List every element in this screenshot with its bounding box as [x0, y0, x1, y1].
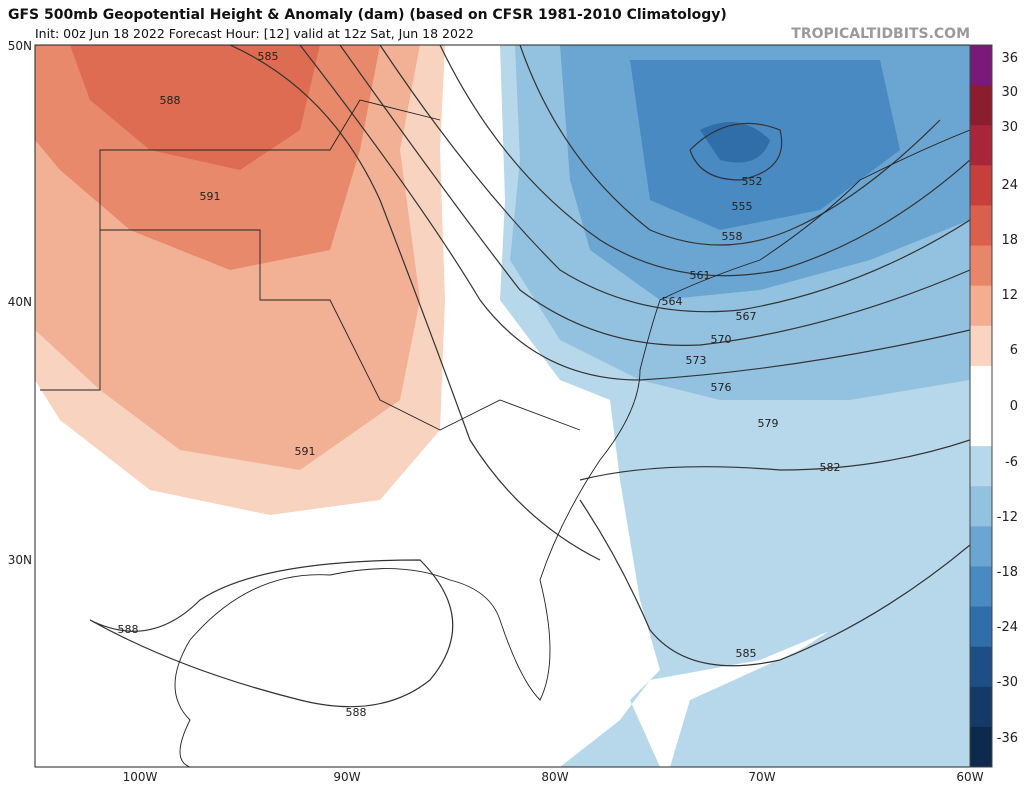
contour-label: 591	[200, 190, 221, 203]
colorbar-swatch	[970, 205, 992, 247]
anomaly-neg-30	[700, 122, 770, 163]
colorbar-swatch	[970, 45, 992, 86]
contour-label: 576	[711, 381, 732, 394]
colorbar-label: -12	[997, 510, 1018, 525]
colorbar-swatch	[970, 686, 992, 728]
colorbar-swatch	[970, 125, 992, 166]
anomaly-pos-24	[70, 45, 320, 170]
lat-label: 50N	[8, 39, 32, 53]
colorbar-label: 30	[1001, 120, 1018, 135]
colorbar-swatch	[970, 566, 992, 608]
contour-label: 591	[295, 445, 316, 458]
lat-label: 30N	[8, 553, 32, 567]
map-area	[35, 45, 970, 767]
colorbar-swatch	[970, 85, 992, 126]
contour-label: 582	[820, 461, 841, 474]
lon-label: 80W	[541, 770, 568, 784]
credit: TROPICALTIDBITS.COM	[791, 26, 970, 42]
colorbar-swatch	[970, 526, 992, 567]
colorbar-label: -6	[1005, 455, 1018, 470]
colorbar-swatch	[970, 406, 992, 447]
colorbar: 36 30 30 24 18 12 6 0 -6 -12 -18 -24 -30 -36	[969, 44, 1018, 768]
colorbar-label: -24	[997, 620, 1018, 635]
lon-label: 70W	[748, 770, 775, 784]
colorbar-swatch	[970, 486, 992, 527]
contour-label: 585	[736, 647, 757, 660]
lon-label: 90W	[333, 770, 360, 784]
contour-label: 558	[722, 230, 743, 243]
contour-label: 588	[346, 706, 367, 719]
colorbar-label: 30	[1001, 85, 1018, 100]
contour-label: 564	[662, 295, 683, 308]
subtitle: Init: 00z Jun 18 2022 Forecast Hour: [12…	[35, 26, 474, 41]
colorbar-label: -36	[997, 731, 1018, 746]
colorbar-label: 6	[1010, 343, 1018, 358]
lon-label: 60W	[956, 770, 983, 784]
colorbar-swatch	[970, 726, 992, 768]
contour-label: 570	[711, 333, 732, 346]
colorbar-label: 0	[1010, 399, 1018, 414]
colorbar-swatch	[970, 245, 992, 287]
contour-label: 588	[160, 94, 181, 107]
colorbar-label: -18	[997, 565, 1018, 580]
contour-label: 579	[758, 417, 779, 430]
colorbar-label: -30	[997, 675, 1018, 690]
lat-label: 40N	[8, 295, 32, 309]
colorbar-swatch	[970, 646, 992, 688]
colorbar-swatch	[970, 165, 992, 206]
colorbar-frame	[969, 44, 993, 768]
colorbar-swatch	[970, 285, 992, 327]
colorbar-label: 12	[1001, 288, 1018, 303]
colorbar-label: 24	[1001, 178, 1018, 193]
contour-label: 585	[258, 50, 279, 63]
contour-label: 573	[686, 354, 707, 367]
colorbar-swatch	[970, 446, 992, 487]
colorbar-label: 36	[1001, 51, 1018, 66]
height-contours	[89, 45, 970, 708]
title: GFS 500mb Geopotential Height & Anomaly …	[8, 7, 727, 23]
colorbar-swatch	[970, 606, 992, 648]
colorbar-swatch	[970, 325, 992, 367]
lon-label: 100W	[123, 770, 158, 784]
contour-label: 561	[690, 269, 711, 282]
contour-label: 567	[736, 310, 757, 323]
contour-label: 588	[118, 623, 139, 636]
colorbar-swatch	[970, 365, 992, 407]
coastline	[40, 99, 970, 767]
contour-label: 552	[742, 175, 763, 188]
colorbar-label: 18	[1001, 233, 1018, 248]
contour-label: 555	[732, 200, 753, 213]
